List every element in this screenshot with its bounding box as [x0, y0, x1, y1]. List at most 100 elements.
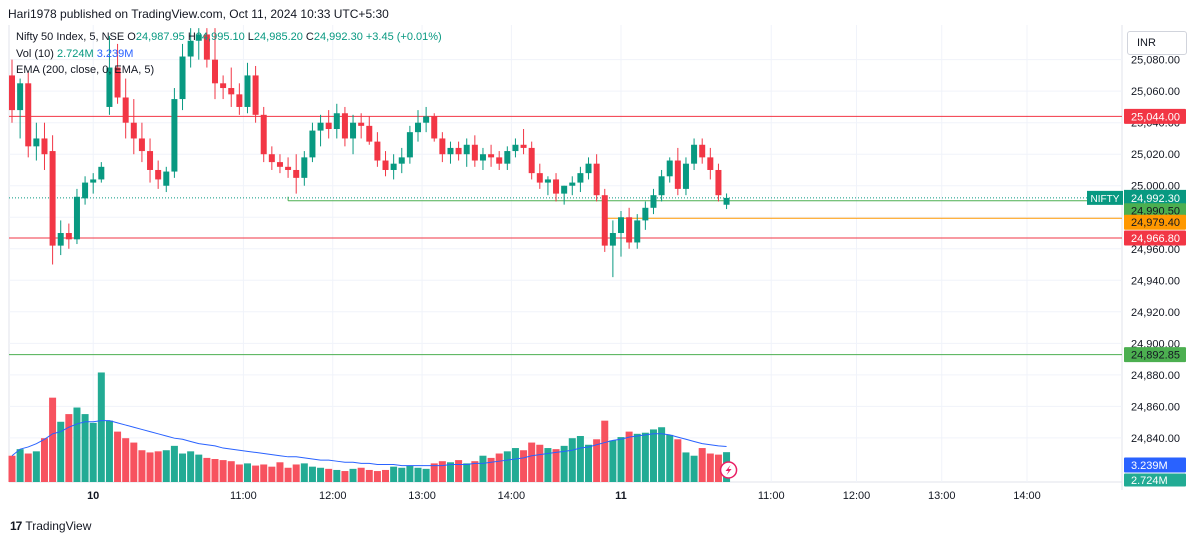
candle-body — [553, 179, 560, 194]
time-tick-label: 11:00 — [230, 490, 257, 502]
volume-bar — [65, 414, 73, 482]
publisher-header: Hari1978 published on TradingView.com, O… — [8, 7, 389, 21]
alert-bolt-glyph — [725, 465, 732, 475]
volume-bar — [495, 453, 503, 482]
symbol-tag-bg — [1087, 190, 1123, 205]
volume-ma-tag-bg — [1124, 457, 1186, 473]
volume-bar — [105, 420, 113, 482]
candle-body — [374, 141, 381, 161]
candle-body — [496, 157, 503, 164]
candle-body — [674, 160, 681, 189]
support-1-price-tag-bg — [1124, 230, 1186, 246]
candle-body — [682, 163, 689, 189]
volume-ma-tag: 3.239M — [1131, 460, 1168, 472]
price-tick-label: 25,080.00 — [1131, 55, 1180, 67]
volume-bar — [649, 429, 657, 482]
volume-bar — [536, 444, 544, 482]
candle-body — [236, 94, 243, 107]
candle-body — [260, 114, 267, 155]
candle-body — [33, 138, 40, 147]
candle-body — [544, 179, 551, 183]
volume-bar — [641, 432, 649, 482]
resistance-price-tag: 25,044.00 — [1131, 111, 1180, 123]
volume-bar — [528, 442, 536, 482]
volume-bar — [520, 450, 528, 482]
volume-bar — [390, 466, 398, 482]
candle-body — [49, 151, 56, 246]
symbol-name: Nifty 50 Index, 5, NSE — [16, 31, 125, 43]
support-2-price-tag: 24,892.85 — [1131, 350, 1180, 362]
candle-body — [212, 59, 218, 84]
high-value: 24,995.10 — [195, 31, 245, 43]
candle-body — [626, 217, 633, 243]
brand-label: TradingView — [25, 519, 92, 533]
volume-bar — [81, 414, 89, 482]
candle-body — [463, 144, 470, 155]
volume-bar — [252, 465, 260, 482]
volume-bar — [406, 465, 414, 482]
volume-bar — [568, 438, 576, 482]
candle-body — [658, 176, 665, 196]
candle-body — [723, 197, 730, 205]
candle-body — [25, 83, 32, 147]
volume-bar — [114, 431, 122, 482]
time-tick-label: 12:00 — [319, 490, 347, 502]
level-b-price-tag-bg — [1124, 214, 1186, 230]
candle-body — [528, 147, 535, 174]
candle-body — [439, 138, 446, 155]
change-value: +3.45 (+0.01%) — [365, 31, 442, 43]
volume-bar — [325, 468, 333, 482]
volume-bar — [398, 467, 406, 482]
support-2-price-tag-bg — [1124, 347, 1186, 363]
volume-bar — [162, 450, 170, 482]
candle-body — [17, 83, 24, 111]
volume-value: 2.724M — [56, 48, 94, 60]
candle-body — [504, 151, 511, 164]
time-tick-label: 11 — [615, 490, 627, 502]
volume-bar — [268, 466, 276, 482]
volume-bar — [292, 464, 300, 482]
candle-body — [73, 196, 80, 240]
level-b-price-tag: 24,979.40 — [1131, 217, 1180, 229]
candle-body — [130, 122, 137, 139]
volume-bar — [130, 442, 138, 482]
price-tick-label: 25,000.00 — [1131, 181, 1180, 193]
tradingview-logo[interactable]: 17 TradingView — [10, 519, 91, 533]
volume-bar — [382, 469, 390, 482]
candle-body — [431, 116, 438, 139]
candle-body — [618, 217, 624, 234]
price-tick-label: 24,920.00 — [1131, 307, 1180, 319]
candle-body — [220, 83, 227, 89]
currency-button[interactable]: INR — [1127, 31, 1187, 55]
symbol-legend: Nifty 50 Index, 5, NSE O24,987.95 H24,99… — [16, 31, 442, 43]
candle-body — [268, 154, 275, 163]
volume-bar — [666, 434, 674, 482]
candle-body — [406, 132, 413, 158]
candle-body — [650, 195, 657, 208]
volume-bar — [690, 455, 698, 482]
candle-body — [415, 122, 421, 133]
volume-ma-value: 3.239M — [96, 48, 134, 60]
volume-bar — [179, 453, 187, 482]
volume-bar — [211, 459, 219, 482]
candle-body — [187, 40, 194, 57]
volume-bar — [633, 433, 641, 482]
candle-body — [228, 88, 235, 95]
volume-bar — [714, 454, 722, 482]
candle-body — [57, 233, 64, 246]
candle-body — [366, 125, 373, 142]
candle-body — [593, 163, 600, 196]
volume-bar — [373, 471, 381, 482]
volume-bar — [300, 463, 308, 482]
volume-bar — [706, 453, 714, 482]
tradingview-logo-icon: 17 — [10, 519, 22, 533]
candle-body — [155, 169, 162, 180]
volume-bar — [243, 463, 251, 482]
level-a-price-tag-bg — [1124, 203, 1186, 219]
volume-bar — [24, 453, 32, 482]
candle-body — [98, 166, 105, 180]
volume-bar — [617, 437, 625, 482]
volume-bar — [601, 420, 609, 482]
volume-bar — [170, 445, 178, 482]
